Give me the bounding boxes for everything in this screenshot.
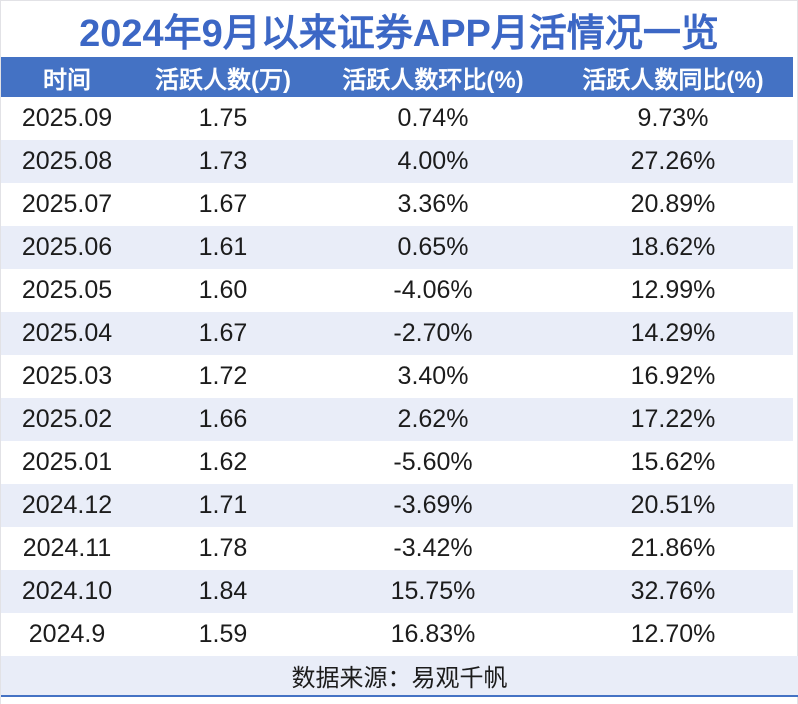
table-cell: 0.74% (397, 104, 469, 132)
table-cell: 1.75 (198, 104, 248, 132)
table-cell: 2025.05 (21, 276, 113, 304)
table-cell: 20.51% (630, 491, 716, 519)
table-cell: 12.70% (630, 620, 716, 648)
table-cell: 4.00% (397, 147, 469, 175)
table-cell: 2025.07 (21, 190, 113, 218)
table-row: 2025.05 1.60 -4.06% 12.99% (1, 269, 793, 312)
table-cell: -4.06% (393, 276, 473, 304)
table-cell: 1.60 (198, 276, 248, 304)
table-row: 2025.04 1.67 -2.70% 14.29% (1, 312, 793, 355)
table-row: 2025.06 1.61 0.65% 18.62% (1, 226, 793, 269)
table-cell: 2025.02 (21, 405, 113, 433)
table-row: 2024.10 1.84 15.75% 32.76% (1, 570, 793, 613)
table-cell: 1.78 (198, 534, 248, 562)
table-row: 2025.08 1.73 4.00% 27.26% (1, 140, 793, 183)
table-row: 2025.01 1.62 -5.60% 15.62% (1, 441, 793, 484)
table-cell: 15.62% (630, 448, 716, 476)
bottom-rule-divider (1, 695, 798, 697)
table-row: 2025.07 1.67 3.36% 20.89% (1, 183, 793, 226)
mau-table: 时间 活跃人数(万) 活跃人数环比(%) 活跃人数同比(%) 2025.09 1.… (1, 57, 793, 656)
table-cell: 1.71 (198, 491, 248, 519)
column-header-yoy-change: 活跃人数同比(%) (553, 57, 793, 97)
table-row: 2025.09 1.75 0.74% 9.73% (1, 97, 793, 140)
table-cell: 18.62% (630, 233, 716, 261)
column-header-time: 时间 (1, 57, 133, 97)
table-cell: -3.42% (393, 534, 473, 562)
table-cell: 32.76% (630, 577, 716, 605)
table-row: 2024.9 1.59 16.83% 12.70% (1, 613, 793, 656)
table-cell: 2.62% (397, 405, 469, 433)
table-cell: 2025.09 (21, 104, 113, 132)
table-cell: 2024.11 (22, 534, 112, 562)
table-cell: 1.61 (198, 233, 248, 261)
table-cell: 17.22% (630, 405, 716, 433)
table-cell: -3.69% (393, 491, 473, 519)
table-cell: 16.83% (390, 620, 476, 648)
table-cell: 0.65% (397, 233, 469, 261)
table-row: 2025.03 1.72 3.40% 16.92% (1, 355, 793, 398)
table-cell: 16.92% (630, 362, 716, 390)
table-cell: 15.75% (390, 577, 476, 605)
table-cell: 3.36% (397, 190, 469, 218)
table-row: 2024.12 1.71 -3.69% 20.51% (1, 484, 793, 527)
table-cell: 2025.01 (21, 448, 113, 476)
table-cell: 1.73 (198, 147, 248, 175)
table-cell: 1.72 (198, 362, 248, 390)
table-cell: -2.70% (393, 319, 473, 347)
table-cell: 9.73% (637, 104, 709, 132)
table-cell: 3.40% (397, 362, 469, 390)
table-cell: 2024.12 (21, 491, 113, 519)
table-cell: 2024.10 (21, 577, 113, 605)
table-cell: 1.67 (198, 190, 248, 218)
table-row: 2025.02 1.66 2.62% 17.22% (1, 398, 793, 441)
table-cell: 1.84 (198, 577, 248, 605)
table-cell: 1.66 (198, 405, 248, 433)
table-cell: 14.29% (630, 319, 716, 347)
table-cell: 2024.9 (28, 620, 106, 648)
table-cell: 21.86% (630, 534, 716, 562)
table-header: 时间 活跃人数(万) 活跃人数环比(%) 活跃人数同比(%) (1, 57, 793, 97)
table-header-row: 时间 活跃人数(万) 活跃人数环比(%) 活跃人数同比(%) (1, 57, 793, 97)
table-cell: 2025.03 (21, 362, 113, 390)
table-cell: 1.67 (198, 319, 248, 347)
table-cell: 20.89% (630, 190, 716, 218)
table-cell: 2025.08 (21, 147, 113, 175)
table-cell: -5.60% (393, 448, 473, 476)
table-body: 2025.09 1.75 0.74% 9.73% 2025.08 1.73 4.00% 27.… (1, 97, 793, 656)
table-cell: 1.59 (198, 620, 248, 648)
table-row: 2024.11 1.78 -3.42% 21.86% (1, 527, 793, 570)
column-header-active-users: 活跃人数(万) (133, 57, 313, 97)
page-title: 2024年9月以来证券APP月活情况一览 (79, 12, 719, 55)
column-header-mom-change: 活跃人数环比(%) (313, 57, 553, 97)
table-cell: 2025.06 (21, 233, 113, 261)
table-cell: 1.62 (198, 448, 248, 476)
data-source-note: 数据来源：易观千帆 (1, 656, 798, 695)
table-cell: 2025.04 (21, 319, 113, 347)
table-cell: 27.26% (630, 147, 716, 175)
table-cell: 12.99% (630, 276, 716, 304)
